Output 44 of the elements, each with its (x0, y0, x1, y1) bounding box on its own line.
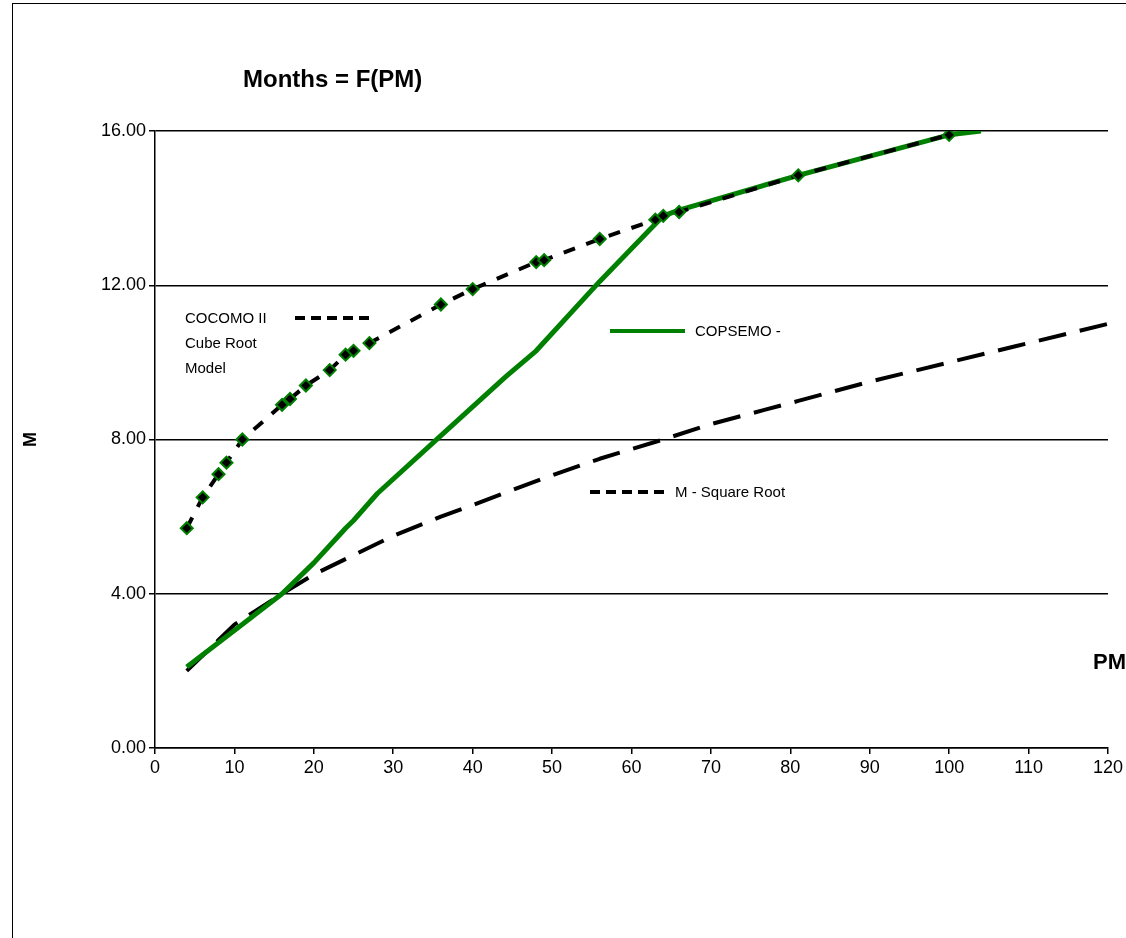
y-tick-label: 8.00 (110, 428, 146, 449)
point (433, 297, 448, 312)
point (195, 490, 210, 505)
x-axis-title: PM (1092, 649, 1126, 675)
point (211, 467, 226, 482)
x-tick-label: 60 (621, 756, 642, 777)
point (322, 363, 337, 378)
y-tick-label: 0.00 (110, 736, 146, 757)
x-tick-label: 110 (1014, 756, 1043, 777)
point (235, 432, 250, 447)
point (592, 231, 607, 246)
y-tick-label: 16.00 (100, 119, 146, 140)
x-tick-label: 30 (383, 756, 404, 777)
legend-label: COPSEMO - (695, 321, 781, 341)
point (537, 253, 552, 268)
x-tick-label: 70 (700, 756, 721, 777)
point (656, 208, 671, 223)
point (465, 282, 480, 297)
x-tick-label: 100 (934, 756, 965, 777)
point (672, 204, 687, 219)
point (362, 336, 377, 351)
point (283, 392, 298, 407)
point (942, 131, 957, 142)
point (346, 343, 361, 358)
y-axis-title: M (19, 432, 40, 447)
series-label: COCOMO II Cube Root Model (185, 308, 268, 378)
x-tick-label: 90 (859, 756, 880, 777)
y-tick-label: 12.00 (100, 274, 146, 295)
x-tick-label: 120 (1092, 756, 1124, 777)
x-tick-label: 20 (303, 756, 324, 777)
point (179, 521, 194, 536)
y-tick-label: 4.00 (110, 582, 146, 603)
point (791, 168, 806, 183)
x-tick-label: 0 (149, 756, 161, 777)
point (219, 455, 234, 470)
x-tick-label: 10 (224, 756, 245, 777)
x-tick-label: 50 (542, 756, 563, 777)
x-tick-label: 80 (780, 756, 801, 777)
chart-title: Months = F(PM) (243, 64, 423, 92)
x-tick-label: 40 (462, 756, 483, 777)
point (298, 378, 313, 393)
point (275, 397, 290, 412)
legend-label: M - Square Root (675, 482, 786, 502)
point (338, 347, 353, 362)
